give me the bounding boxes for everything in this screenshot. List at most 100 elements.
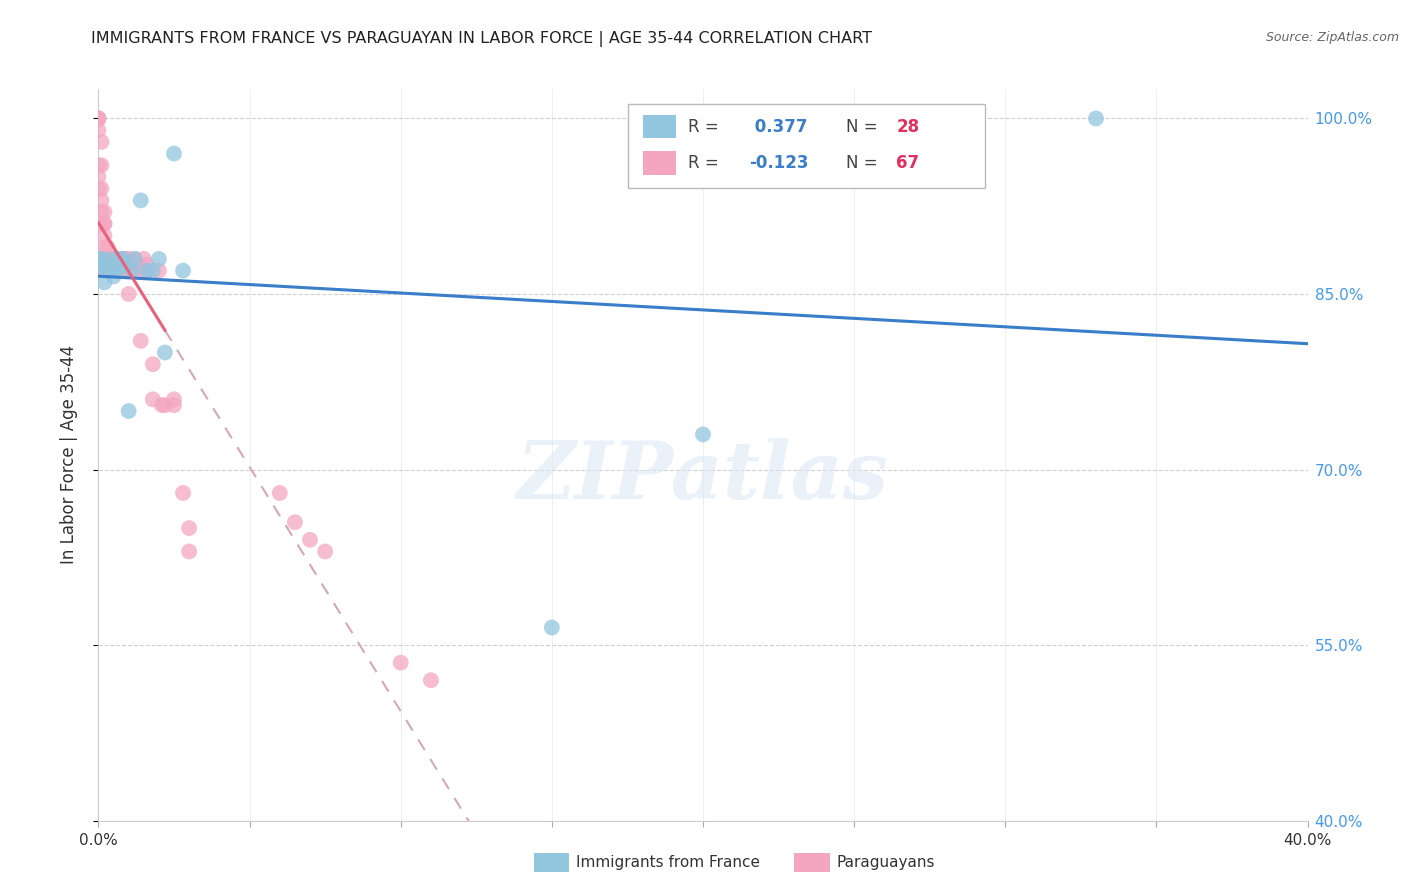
Point	[389, 656, 412, 670]
Point	[114, 263, 136, 277]
Point	[118, 263, 141, 277]
Point	[90, 194, 112, 208]
Point	[108, 252, 131, 266]
Point	[96, 252, 118, 266]
Bar	[643, 115, 676, 138]
Point	[142, 263, 165, 277]
Point	[93, 252, 115, 266]
Point	[108, 263, 131, 277]
Point	[179, 521, 201, 535]
Point	[111, 252, 134, 266]
Point	[100, 263, 122, 277]
Point	[118, 252, 141, 266]
Text: ZIPatlas: ZIPatlas	[517, 438, 889, 516]
Point	[103, 252, 125, 266]
Point	[179, 544, 201, 558]
Point	[87, 169, 110, 184]
Point	[93, 275, 115, 289]
Point	[314, 544, 336, 558]
Point	[124, 252, 146, 266]
Point	[111, 263, 134, 277]
Point	[87, 112, 110, 126]
Point	[269, 486, 291, 500]
Point	[132, 252, 155, 266]
Point	[90, 158, 112, 172]
Point	[118, 404, 141, 418]
Point	[90, 252, 112, 266]
Point	[96, 258, 118, 272]
Point	[93, 217, 115, 231]
Point	[284, 515, 307, 529]
Text: Source: ZipAtlas.com: Source: ZipAtlas.com	[1265, 31, 1399, 45]
Point	[135, 263, 157, 277]
Point	[103, 269, 125, 284]
Point	[142, 357, 165, 371]
Point	[100, 263, 122, 277]
Point	[129, 334, 152, 348]
Point	[87, 112, 110, 126]
Text: 0.377: 0.377	[749, 118, 807, 136]
Point	[163, 146, 186, 161]
Point	[153, 345, 176, 359]
Point	[90, 205, 112, 219]
Point	[118, 258, 141, 272]
Point	[148, 263, 170, 277]
Point	[114, 252, 136, 266]
Point	[163, 392, 186, 407]
Point	[100, 252, 122, 266]
Point	[299, 533, 322, 547]
Text: R =: R =	[689, 118, 724, 136]
Text: R =: R =	[689, 154, 724, 172]
Point	[103, 252, 125, 266]
Bar	[628, 103, 984, 188]
Point	[111, 252, 134, 266]
Point	[692, 427, 714, 442]
Point	[105, 258, 128, 272]
Point	[108, 258, 131, 272]
Point	[142, 392, 165, 407]
Point	[90, 217, 112, 231]
Point	[420, 673, 443, 688]
Point	[96, 252, 118, 266]
Text: N =: N =	[845, 118, 883, 136]
Point	[105, 263, 128, 277]
Point	[148, 252, 170, 266]
Point	[93, 205, 115, 219]
Text: 67: 67	[897, 154, 920, 172]
Point	[129, 194, 152, 208]
Point	[153, 398, 176, 412]
Point	[93, 217, 115, 231]
Point	[118, 287, 141, 301]
Point	[87, 123, 110, 137]
Point	[121, 263, 143, 277]
Y-axis label: In Labor Force | Age 35-44: In Labor Force | Age 35-44	[59, 345, 77, 565]
Point	[96, 263, 118, 277]
Text: -0.123: -0.123	[749, 154, 808, 172]
Point	[172, 486, 194, 500]
Point	[135, 263, 157, 277]
Point	[96, 240, 118, 254]
Point	[111, 258, 134, 272]
Text: IMMIGRANTS FROM FRANCE VS PARAGUAYAN IN LABOR FORCE | AGE 35-44 CORRELATION CHAR: IMMIGRANTS FROM FRANCE VS PARAGUAYAN IN …	[91, 31, 872, 47]
Point	[127, 258, 149, 272]
Point	[114, 258, 136, 272]
Point	[105, 263, 128, 277]
Bar	[643, 152, 676, 175]
Point	[93, 263, 115, 277]
Point	[172, 263, 194, 277]
Point	[124, 252, 146, 266]
Point	[124, 263, 146, 277]
Text: 28: 28	[897, 118, 920, 136]
Point	[90, 182, 112, 196]
Text: Immigrants from France: Immigrants from France	[576, 855, 761, 870]
Point	[100, 252, 122, 266]
Point	[540, 621, 562, 635]
Point	[93, 240, 115, 254]
Text: Paraguayans: Paraguayans	[837, 855, 935, 870]
Point	[87, 182, 110, 196]
Point	[93, 228, 115, 243]
Point	[90, 258, 112, 272]
Text: N =: N =	[845, 154, 883, 172]
Point	[87, 112, 110, 126]
Point	[96, 258, 118, 272]
